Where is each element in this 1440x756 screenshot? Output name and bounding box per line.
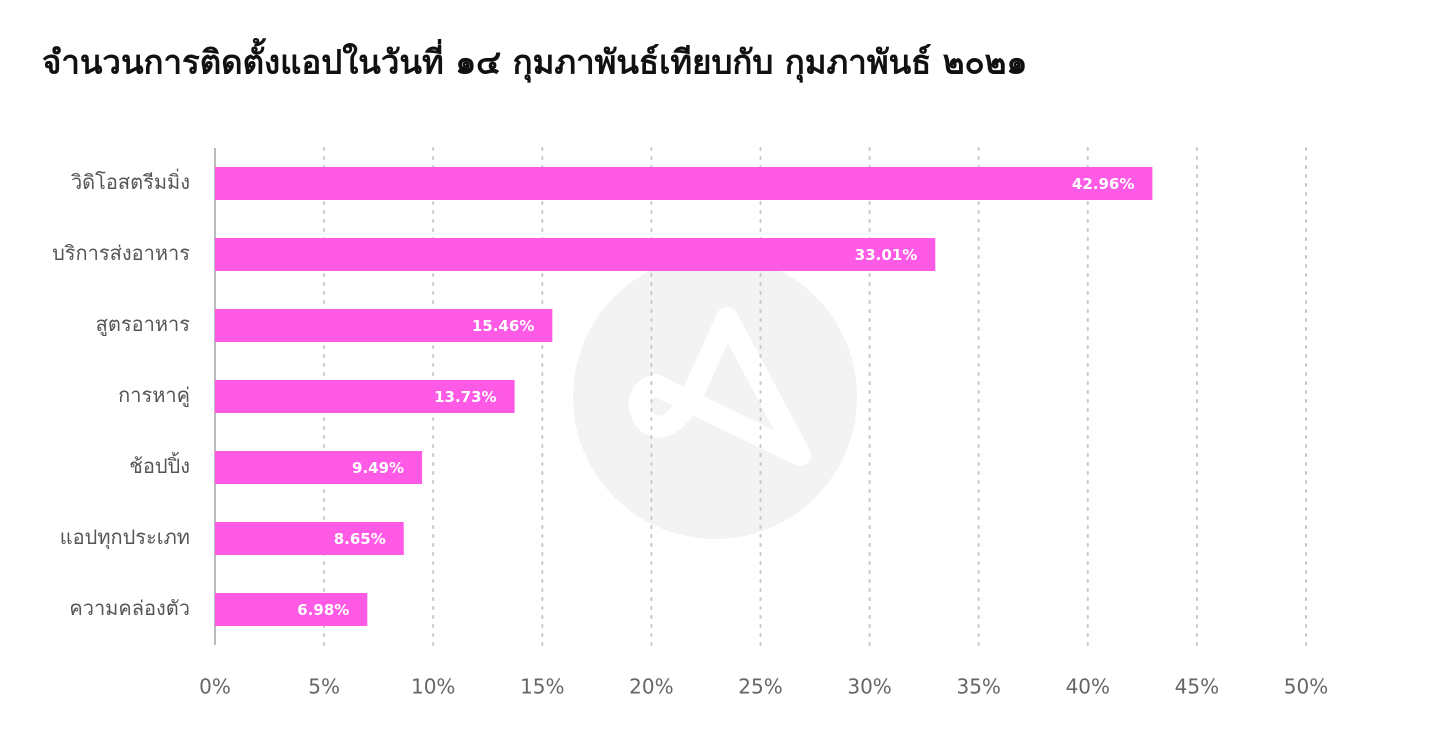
- x-tick-label: 5%: [308, 675, 340, 699]
- x-tick-label: 30%: [847, 675, 891, 699]
- y-tick-label: สูตรอาหาร: [96, 312, 191, 337]
- bar: [215, 522, 404, 555]
- x-tick-label: 35%: [956, 675, 1000, 699]
- x-tick-label: 40%: [1066, 675, 1110, 699]
- x-tick-label: 15%: [520, 675, 564, 699]
- y-tick-label: วิดิโอสตรีมมิ่ง: [71, 168, 190, 194]
- bar: [215, 309, 553, 342]
- bar: [215, 238, 936, 271]
- value-label: 15.46%: [472, 317, 534, 335]
- bar: [215, 380, 515, 413]
- value-label: 33.01%: [855, 246, 917, 264]
- chart-title: จำนวนการติดตั้งแอปในวันที่ ๑๔ กุมภาพันธ์…: [42, 38, 1027, 84]
- value-label: 8.65%: [334, 530, 386, 548]
- y-tick-label: ความคล่องตัว: [69, 596, 190, 620]
- bar: [215, 451, 423, 484]
- x-tick-label: 0%: [199, 675, 231, 699]
- x-tick-label: 10%: [411, 675, 455, 699]
- value-label: 9.49%: [352, 459, 404, 477]
- watermark: [573, 255, 857, 539]
- y-tick-label: บริการส่งอาหาร: [52, 241, 190, 265]
- x-tick-label: 45%: [1175, 675, 1219, 699]
- value-label: 42.96%: [1072, 175, 1134, 193]
- x-tick-label: 25%: [738, 675, 782, 699]
- y-tick-label: แอปทุกประเภท: [60, 525, 190, 550]
- x-tick-label: 50%: [1284, 675, 1328, 699]
- value-label: 6.98%: [297, 601, 349, 619]
- bar: [215, 593, 368, 626]
- value-label: 13.73%: [434, 388, 496, 406]
- bar: [215, 167, 1153, 200]
- y-tick-label: การหาคู่: [118, 383, 190, 408]
- y-tick-label: ช้อปปิ้ง: [129, 452, 190, 478]
- x-tick-label: 20%: [629, 675, 673, 699]
